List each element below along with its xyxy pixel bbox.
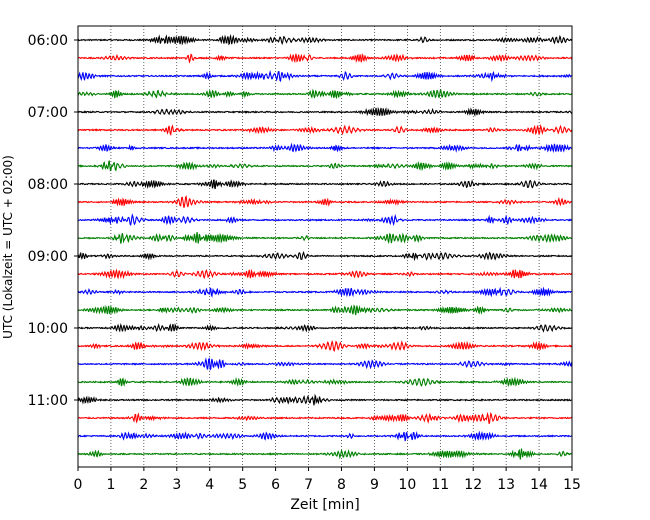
trace-line <box>77 231 573 245</box>
trace-line <box>77 123 573 136</box>
y-tick-label: 10:00 <box>28 321 68 337</box>
x-tick-label: 1 <box>106 477 115 493</box>
x-tick-label: 13 <box>497 477 515 493</box>
x-tick-label: 3 <box>172 477 181 493</box>
y-tick-label: 06:00 <box>28 33 68 49</box>
x-tick-label: 12 <box>464 477 482 493</box>
trace-line <box>77 142 573 154</box>
trace-line <box>77 88 573 100</box>
trace-line <box>77 53 573 64</box>
x-tick-label: 4 <box>205 477 214 493</box>
x-tick-label: 11 <box>431 477 449 493</box>
trace-line <box>77 411 573 425</box>
x-axis-ticks: 0 1 2 3 4 5 6 7 8 9 10 11 12 13 14 15 <box>74 467 581 493</box>
trace-line <box>77 179 573 190</box>
trace-layer <box>77 33 573 460</box>
trace-line <box>77 430 573 442</box>
x-tick-label: 2 <box>139 477 148 493</box>
x-tick-label: 7 <box>304 477 313 493</box>
y-tick-label: 11:00 <box>28 393 68 409</box>
trace-line <box>77 304 573 316</box>
y-tick-label: 09:00 <box>28 249 68 265</box>
trace-line <box>77 250 573 262</box>
y-axis-label: UTC (Lokalzeit = UTC + 02:00) <box>1 155 15 339</box>
trace-line <box>77 286 573 298</box>
trace-line <box>77 106 573 118</box>
trace-line <box>77 160 573 172</box>
trace-line <box>77 448 573 460</box>
trace-line <box>77 33 573 46</box>
trace-line <box>77 69 573 83</box>
trace-line <box>77 195 573 208</box>
y-tick-label: 07:00 <box>28 105 68 121</box>
x-tick-label: 9 <box>370 477 379 493</box>
trace-line <box>77 213 573 227</box>
x-tick-label: 15 <box>563 477 581 493</box>
trace-line <box>77 357 573 371</box>
trace-line <box>77 322 573 333</box>
plot-frame <box>77 25 573 468</box>
x-tick-label: 10 <box>398 477 416 493</box>
y-tick-label: 08:00 <box>28 177 68 193</box>
trace-line <box>77 376 573 388</box>
trace-line <box>77 268 573 280</box>
y-axis-ticks: 06:00 07:00 08:00 09:00 10:00 11:00 <box>28 33 78 409</box>
trace-line <box>77 340 573 352</box>
x-tick-label: 14 <box>530 477 548 493</box>
x-tick-label: 0 <box>74 477 83 493</box>
x-tick-label: 8 <box>337 477 346 493</box>
trace-line <box>77 393 573 406</box>
x-tick-label: 6 <box>271 477 280 493</box>
x-axis-label: Zeit [min] <box>290 497 359 513</box>
x-tick-label: 5 <box>238 477 247 493</box>
